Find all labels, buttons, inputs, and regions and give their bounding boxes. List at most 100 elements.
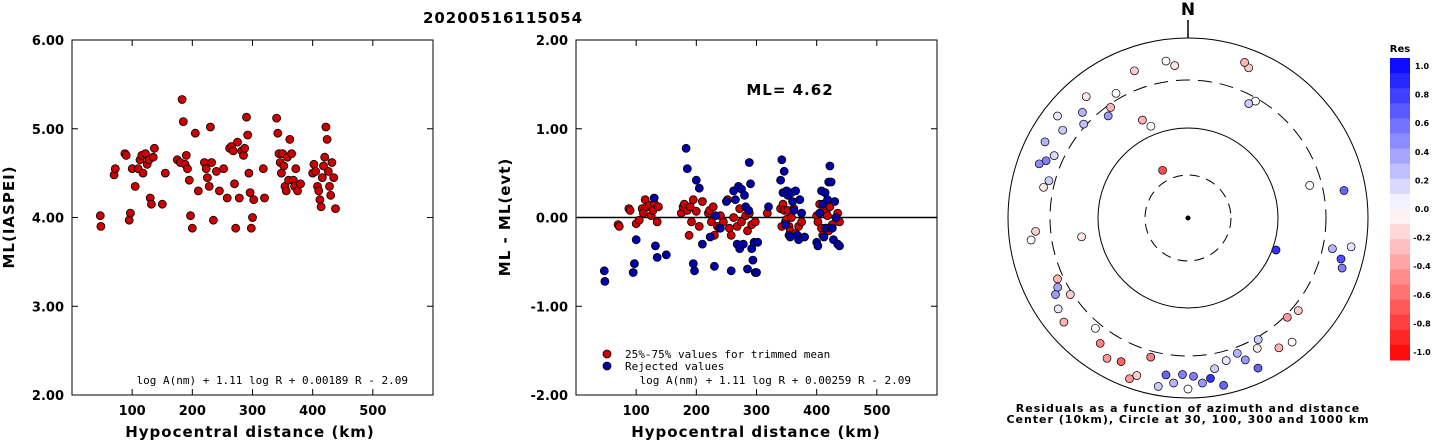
middle-point-series-1 — [800, 232, 809, 242]
left-point-series-0 — [178, 117, 188, 126]
left-point-series-0 — [186, 211, 195, 221]
left-y-tick-label: 2.00 — [32, 389, 64, 404]
left-point-series-0 — [230, 179, 239, 189]
middle-x-tick-label: 400 — [803, 404, 830, 419]
left-x-tick-label: 500 — [359, 404, 386, 419]
middle-point-series-1 — [835, 241, 844, 251]
station-point — [1049, 151, 1059, 160]
ring-1000km — [1007, 37, 1369, 399]
station-point — [1252, 343, 1262, 353]
legend-marker-rejected — [602, 361, 612, 371]
colorbar-label: -0.2 — [1413, 234, 1431, 243]
left-point-series-0 — [160, 168, 170, 178]
middle-point-series-0 — [684, 230, 694, 240]
colorbar-label: 0.6 — [1415, 119, 1430, 128]
middle-point-series-0 — [707, 217, 716, 227]
left-point-series-0 — [319, 161, 328, 171]
middle-point-series-1 — [748, 255, 758, 265]
left-point-series-0 — [273, 128, 283, 138]
left-point-series-0 — [125, 208, 135, 218]
middle-point-series-1 — [788, 197, 797, 206]
station-point — [1183, 384, 1193, 394]
middle-y-tick-label: -2.00 — [531, 389, 568, 404]
station-point — [1125, 374, 1134, 384]
middle-point-series-0 — [654, 202, 663, 212]
polar-panel: N Residuals as a function of azimuth and… — [1006, 0, 1369, 426]
middle-point-series-1 — [649, 193, 659, 203]
middle-point-series-1 — [781, 220, 790, 230]
left-point-series-0 — [322, 134, 332, 144]
left-point-series-0 — [325, 181, 334, 191]
middle-point-series-1 — [705, 232, 715, 242]
middle-point-series-1 — [797, 208, 806, 218]
station-point — [1170, 61, 1180, 70]
left-x-tick-label: 400 — [299, 404, 326, 419]
left-point-series-0 — [234, 193, 244, 203]
left-y-axis-label: ML(IASPEI) — [0, 165, 18, 268]
left-point-series-0 — [244, 168, 254, 178]
middle-point-series-1 — [826, 177, 836, 187]
left-point-series-0 — [110, 164, 120, 174]
left-point-series-0 — [327, 158, 337, 167]
station-point — [1253, 363, 1263, 373]
left-point-series-0 — [187, 223, 197, 233]
left-point-series-0 — [211, 166, 221, 176]
left-point-series-0 — [149, 143, 159, 153]
middle-point-series-1 — [726, 266, 736, 276]
colorbar-swatch — [1390, 118, 1410, 134]
station-point — [1059, 317, 1069, 327]
left-point-series-0 — [329, 173, 339, 183]
station-point — [1051, 290, 1060, 299]
middle-point-series-1 — [738, 239, 748, 249]
middle-point-series-1 — [631, 235, 641, 245]
middle-point-series-1 — [777, 155, 787, 165]
station-point — [1339, 186, 1349, 195]
left-point-series-0 — [321, 122, 331, 132]
station-point — [1189, 371, 1198, 381]
middle-point-series-0 — [687, 217, 696, 227]
colorbar-label: 1.0 — [1415, 62, 1430, 71]
colorbar-swatch — [1390, 209, 1410, 225]
station-point — [1146, 121, 1156, 131]
station-point — [1206, 374, 1215, 383]
left-point-series-0 — [240, 143, 250, 153]
colorbar-swatch — [1390, 239, 1410, 255]
legend-label-trimmed: 25%-75% values for trimmed mean — [625, 348, 830, 361]
station-point — [1244, 99, 1254, 108]
left-point-series-0 — [207, 158, 217, 167]
station-point — [1026, 235, 1036, 245]
colorbar-label: -0.8 — [1413, 319, 1431, 328]
station-point — [1232, 348, 1242, 358]
middle-y-tick-label: 1.00 — [536, 123, 568, 138]
left-point-series-0 — [258, 164, 268, 174]
left-point-series-0 — [183, 164, 192, 174]
ml-annotation: ML= 4.62 — [746, 81, 833, 99]
colorbar-swatch — [1390, 329, 1410, 346]
middle-point-series-1 — [682, 164, 692, 174]
left-point-series-0 — [193, 186, 203, 196]
station-point — [1079, 119, 1089, 129]
middle-point-series-1 — [830, 197, 840, 206]
station-point — [1111, 88, 1121, 98]
ring-100km — [1097, 127, 1279, 309]
station-point — [1240, 58, 1249, 67]
polar-caption-line1: Residuals as a function of azimuth and d… — [1016, 402, 1360, 415]
colorbar-label: -1.0 — [1413, 348, 1431, 357]
colorbar-swatch — [1390, 314, 1410, 331]
left-point-series-0 — [190, 128, 200, 138]
colorbar-swatch — [1390, 148, 1410, 165]
station-point — [1219, 380, 1228, 390]
left-point-series-0 — [124, 215, 134, 225]
middle-point-series-1 — [698, 239, 707, 249]
station-point — [1158, 165, 1167, 175]
left-point-series-0 — [219, 164, 229, 174]
middle-point-series-1 — [691, 175, 701, 185]
left-point-series-0 — [291, 164, 301, 174]
middle-point-series-1 — [661, 250, 671, 260]
left-y-tick-label: 4.00 — [32, 212, 64, 227]
left-y-tick-label: 6.00 — [32, 34, 64, 49]
middle-point-series-1 — [722, 197, 731, 206]
colorbar: Res 1.0 0.8 0.6 0.4 0.2 0.0 -0.2 -0.4 -0.6 -0.8 -1… — [1390, 44, 1431, 361]
middle-point-series-1 — [710, 261, 719, 271]
